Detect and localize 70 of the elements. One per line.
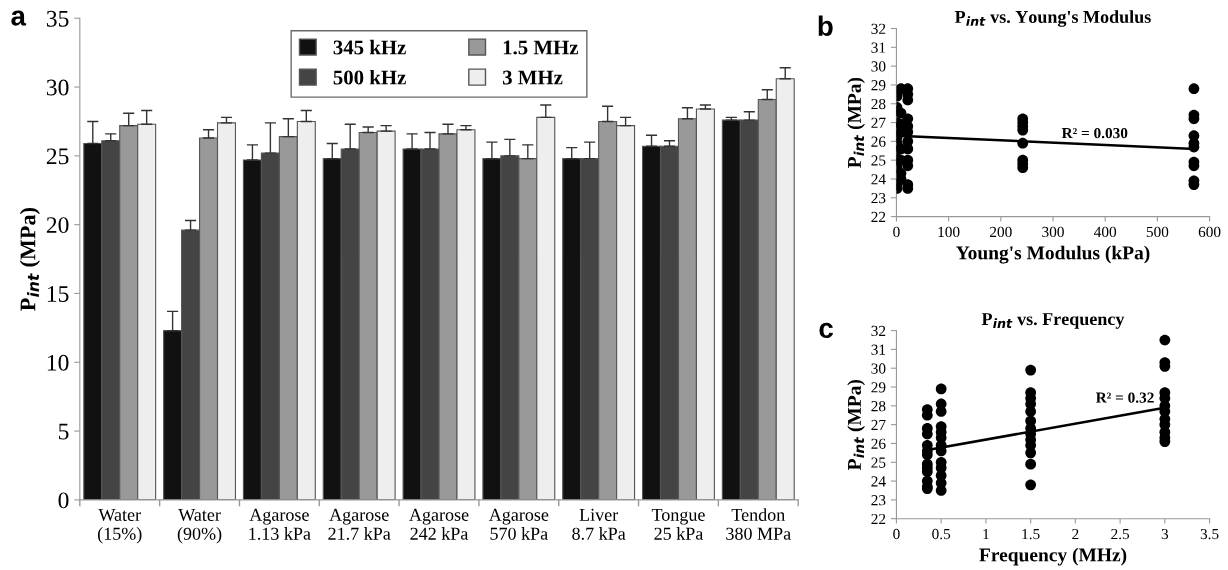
y-tick-label: 25 [46, 148, 69, 165]
x-axis-title: Young's Modulus (kPa) [956, 245, 1150, 264]
y-tick-label: 30 [871, 61, 886, 72]
x-tick-label: 3.5 [1200, 528, 1219, 540]
annotation: R² = 0.030 [1061, 127, 1128, 139]
annotation: R² = 0.32 [1095, 392, 1154, 403]
y-tick-label: 26 [871, 438, 886, 449]
x-tick-label: Water (15%) [97, 508, 142, 544]
x-tick-label: 0 [893, 528, 900, 540]
x-tick-label: Agarose 21.7 kPa [328, 508, 391, 540]
y-axis-title: P$_{int}$ (MPa) [847, 379, 865, 471]
y-tick-label: 28 [871, 400, 886, 412]
x-tick-label: 0 [893, 226, 900, 238]
x-tick-label: Liver 8.7 kPa [572, 508, 626, 540]
x-tick-label: Agarose 570 kPa [488, 508, 549, 540]
y-tick-label: 23 [871, 192, 886, 204]
x-tick-label: Agarose 242 kPa [409, 508, 469, 540]
x-tick-label: Tendon 380 MPa [726, 508, 791, 540]
y-tick-label: 5 [58, 423, 69, 440]
legend-label: 1.5 MHz [503, 40, 579, 55]
x-tick-label: 3 [1161, 528, 1169, 540]
y-axis-title: P$_{int}$ (MPa) [847, 77, 865, 168]
y-tick-label: 28 [871, 98, 886, 110]
x-tick-label: 1 [983, 528, 989, 540]
y-tick-label: 23 [871, 495, 886, 506]
y-tick-label: 31 [871, 344, 886, 355]
y-tick-label: 22 [871, 513, 886, 524]
y-tick-label: 20 [46, 217, 69, 234]
x-tick-label: Tongue 25 kPa [651, 508, 705, 540]
x-tick-label: 400 [1094, 226, 1117, 238]
text: a [11, 10, 27, 26]
y-tick-label: 35 [46, 10, 69, 27]
x-tick-label: 100 [938, 226, 960, 238]
y-tick-label: 22 [871, 211, 886, 222]
chart-title: P$_{int}$ vs. Young's Modulus [954, 10, 1151, 27]
y-tick-label: 29 [871, 80, 886, 91]
x-tick-label: Water (90%) [177, 508, 222, 544]
y-axis-title: P$_{int}$ (MPa) [19, 208, 40, 311]
y-tick-label: 25 [871, 155, 886, 166]
y-tick-label: 26 [871, 136, 886, 147]
x-tick-label: 2.5 [1111, 528, 1130, 540]
y-tick-label: 0 [58, 492, 69, 509]
y-tick-label: 29 [871, 382, 886, 393]
y-tick-label: 24 [871, 174, 886, 185]
legend-label: 500 kHz [333, 69, 406, 85]
x-tick-label: Agarose 1.13 kPa [249, 508, 311, 540]
chart-title: P$_{int}$ vs. Frequency [981, 313, 1125, 329]
x-tick-label: 500 [1146, 226, 1169, 238]
x-axis-title: Frequency (MHz) [979, 547, 1127, 566]
y-tick-label: 15 [47, 286, 69, 302]
x-tick-label: 600 [1198, 226, 1221, 238]
x-tick-label: 1.5 [1022, 528, 1040, 540]
y-tick-label: 10 [47, 354, 69, 371]
y-tick-label: 30 [46, 79, 69, 96]
y-tick-label: 32 [871, 325, 886, 337]
y-tick-label: 31 [871, 42, 886, 53]
y-tick-label: 30 [871, 363, 886, 374]
y-tick-label: 32 [871, 23, 886, 34]
x-tick-label: 200 [990, 226, 1012, 238]
y-tick-label: 27 [871, 419, 886, 430]
x-tick-label: 0.5 [932, 528, 951, 540]
legend-label: 3 MHz [502, 70, 563, 85]
text: c [819, 322, 833, 339]
y-tick-label: 25 [871, 457, 886, 468]
x-tick-label: 2 [1072, 528, 1079, 540]
text: b [818, 15, 833, 36]
x-tick-label: 300 [1042, 226, 1064, 238]
legend-label: 345 kHz [333, 39, 406, 55]
y-tick-label: 27 [871, 117, 886, 128]
y-tick-label: 24 [871, 476, 886, 487]
